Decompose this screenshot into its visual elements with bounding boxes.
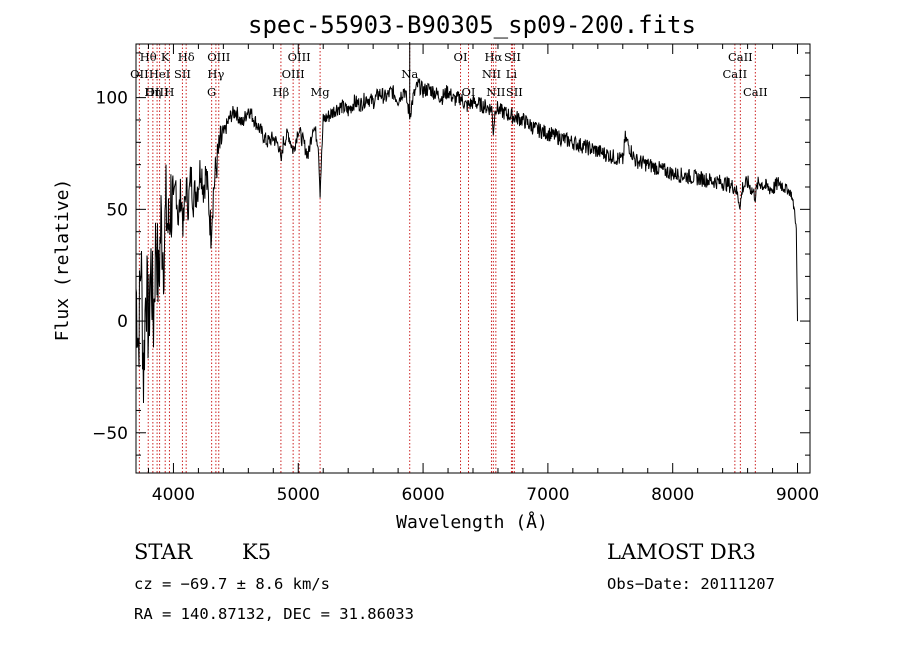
chart-title: spec-55903-B90305_sp09-200.fits [248,11,696,39]
line-label-11: G [207,85,216,99]
line-label-21: NII [482,67,501,81]
line-label-27: CaII [743,85,768,99]
line-label-13: OIII [282,67,305,81]
object-subclass: K5 [242,540,271,564]
redshift-velocity: cz = −69.7 ± 8.6 km/s [134,575,330,593]
line-label-19: Hα [484,50,502,64]
x-axis-label: Wavelength (Å) [396,511,548,533]
survey-name: LAMOST DR3 [607,540,756,564]
line-label-6: Hδ [178,50,195,64]
line-label-20: SII [504,50,521,64]
x-tick-label-1: 5000 [277,485,320,505]
line-label-25: CaII [728,50,753,64]
line-label-0: Hθ [140,50,157,64]
sky-coordinates: RA = 140.87132, DEC = 31.86033 [134,605,414,623]
line-label-3: K [161,50,170,64]
line-label-15: Mg [311,85,331,99]
line-label-7: SII [174,67,191,81]
y-tick-label-2: 50 [106,200,128,220]
line-label-5: Hη [144,85,161,99]
line-label-10: Hγ [207,67,224,81]
y-tick-label-0: −50 [92,424,128,444]
y-tick-label-3: 100 [96,89,128,109]
line-label-24: SII [506,85,523,99]
line-label-18: OI [462,85,476,99]
x-axis-ticks: 4000 5000 6000 7000 8000 9000 [147,44,819,505]
line-label-22: Li [506,67,518,81]
line-label-9: OIII [207,50,230,64]
x-tick-label-2: 6000 [401,485,444,505]
line-label-8: H [164,85,174,99]
spectral-line-markers [138,44,756,473]
x-tick-label-3: 7000 [526,485,569,505]
y-axis-ticks: −50 0 50 100 [92,52,810,456]
line-label-14: Hβ [273,85,290,99]
y-tick-label-1: 0 [117,312,128,332]
flux-line [135,78,798,404]
line-label-17: OI [454,50,468,64]
line-label-26: CaII [722,67,747,81]
line-label-2: OIII [146,85,169,99]
observation-date: Obs−Date: 20111207 [607,575,775,593]
y-axis-label: Flux (relative) [52,179,73,342]
x-tick-label-0: 4000 [152,485,195,505]
line-label-4: HeI [149,67,170,81]
line-label-23: NII [486,85,505,99]
x-tick-label-5: 9000 [776,485,819,505]
line-label-12: OIII [288,50,311,64]
object-class: STAR [134,540,193,564]
flux-series [135,42,798,404]
line-label-1: OII [130,67,149,81]
x-tick-label-4: 8000 [651,485,694,505]
